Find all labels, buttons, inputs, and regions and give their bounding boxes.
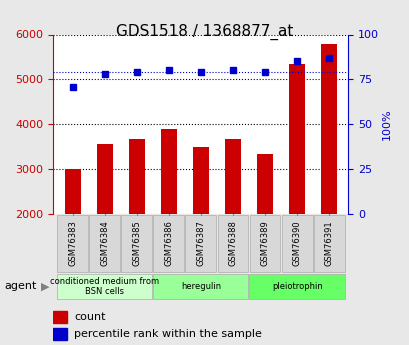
Bar <box>53 328 67 340</box>
FancyBboxPatch shape <box>185 215 216 272</box>
Text: agent: agent <box>4 282 36 291</box>
FancyBboxPatch shape <box>57 215 88 272</box>
Text: percentile rank within the sample: percentile rank within the sample <box>74 329 261 339</box>
Text: count: count <box>74 313 105 322</box>
FancyBboxPatch shape <box>281 215 312 272</box>
Text: GSM76389: GSM76389 <box>260 220 269 266</box>
Text: GDS1518 / 1368877_at: GDS1518 / 1368877_at <box>116 24 293 40</box>
Text: pleiotrophin: pleiotrophin <box>271 282 322 291</box>
Bar <box>288 63 304 304</box>
Bar <box>64 169 81 304</box>
Text: GSM76387: GSM76387 <box>196 220 205 266</box>
FancyBboxPatch shape <box>56 274 152 299</box>
Text: heregulin: heregulin <box>180 282 220 291</box>
Bar <box>192 147 209 304</box>
Text: conditioned medium from
BSN cells: conditioned medium from BSN cells <box>50 277 159 296</box>
Text: GSM76390: GSM76390 <box>292 220 301 266</box>
Text: ▶: ▶ <box>41 282 49 291</box>
Bar <box>53 310 67 323</box>
Text: GSM76385: GSM76385 <box>132 220 141 266</box>
Text: GSM76388: GSM76388 <box>228 220 237 266</box>
Text: GSM76384: GSM76384 <box>100 220 109 266</box>
FancyBboxPatch shape <box>153 215 184 272</box>
FancyBboxPatch shape <box>249 215 280 272</box>
FancyBboxPatch shape <box>153 274 248 299</box>
FancyBboxPatch shape <box>121 215 152 272</box>
Y-axis label: 100%: 100% <box>381 108 391 140</box>
Bar <box>256 154 272 304</box>
Bar <box>97 144 112 304</box>
Bar <box>160 129 176 304</box>
Text: GSM76391: GSM76391 <box>324 220 333 266</box>
Bar <box>320 45 337 304</box>
Text: GSM76386: GSM76386 <box>164 220 173 266</box>
FancyBboxPatch shape <box>313 215 344 272</box>
FancyBboxPatch shape <box>248 274 344 299</box>
Bar <box>225 139 240 304</box>
FancyBboxPatch shape <box>217 215 248 272</box>
Text: GSM76383: GSM76383 <box>68 220 77 266</box>
Bar <box>128 139 144 304</box>
FancyBboxPatch shape <box>89 215 120 272</box>
